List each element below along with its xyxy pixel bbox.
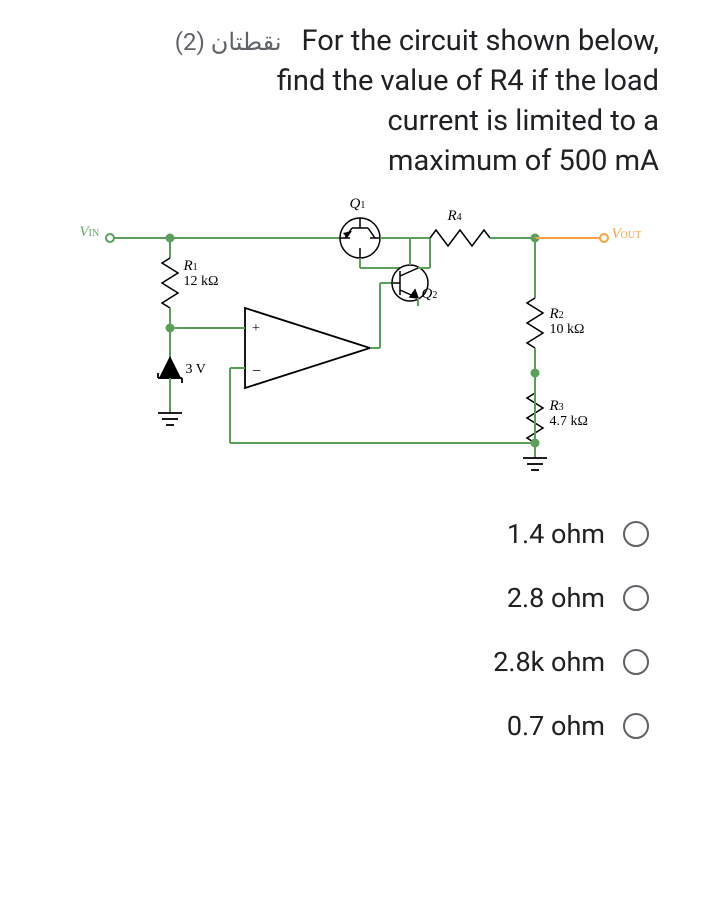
- svg-text:+: +: [252, 321, 260, 336]
- points-label: نقطتان (2): [175, 28, 282, 56]
- options-list: 1.4 ohm 2.8 ohm 2.8k ohm 0.7 ohm: [60, 518, 659, 742]
- vout-label: VOUT: [612, 226, 642, 243]
- r2-label: R2: [550, 306, 564, 323]
- r1-label: R1: [184, 258, 198, 275]
- option-row[interactable]: 2.8 ohm: [60, 582, 649, 614]
- r4-label: R4: [448, 208, 462, 225]
- option-row[interactable]: 2.8k ohm: [60, 646, 649, 678]
- radio-icon[interactable]: [623, 585, 649, 611]
- r3-value: 4.7 kΩ: [550, 414, 588, 430]
- zener-value: 3 V: [186, 362, 206, 378]
- question-line-3: current is limited to a: [387, 104, 659, 138]
- question-line-1: For the circuit shown below,: [302, 24, 660, 58]
- circuit-diagram: + −: [80, 198, 640, 478]
- option-label: 0.7 ohm: [507, 710, 605, 742]
- svg-text:−: −: [252, 363, 261, 380]
- r3-label: R3: [550, 398, 564, 415]
- q1-label: Q1: [350, 196, 366, 213]
- question-line-4: maximum of 500 mA: [388, 144, 659, 178]
- option-row[interactable]: 1.4 ohm: [60, 518, 649, 550]
- radio-icon[interactable]: [623, 521, 649, 547]
- q2-label: Q2: [422, 286, 438, 303]
- radio-icon[interactable]: [623, 649, 649, 675]
- option-label: 1.4 ohm: [507, 518, 605, 550]
- r2-value: 10 kΩ: [550, 322, 585, 338]
- vin-label: VIN: [80, 224, 100, 241]
- radio-icon[interactable]: [623, 713, 649, 739]
- question-line-2: find the value of R4 if the load: [277, 64, 659, 98]
- option-label: 2.8k ohm: [493, 646, 605, 678]
- r1-value: 12 kΩ: [184, 274, 219, 290]
- option-label: 2.8 ohm: [507, 582, 605, 614]
- option-row[interactable]: 0.7 ohm: [60, 710, 649, 742]
